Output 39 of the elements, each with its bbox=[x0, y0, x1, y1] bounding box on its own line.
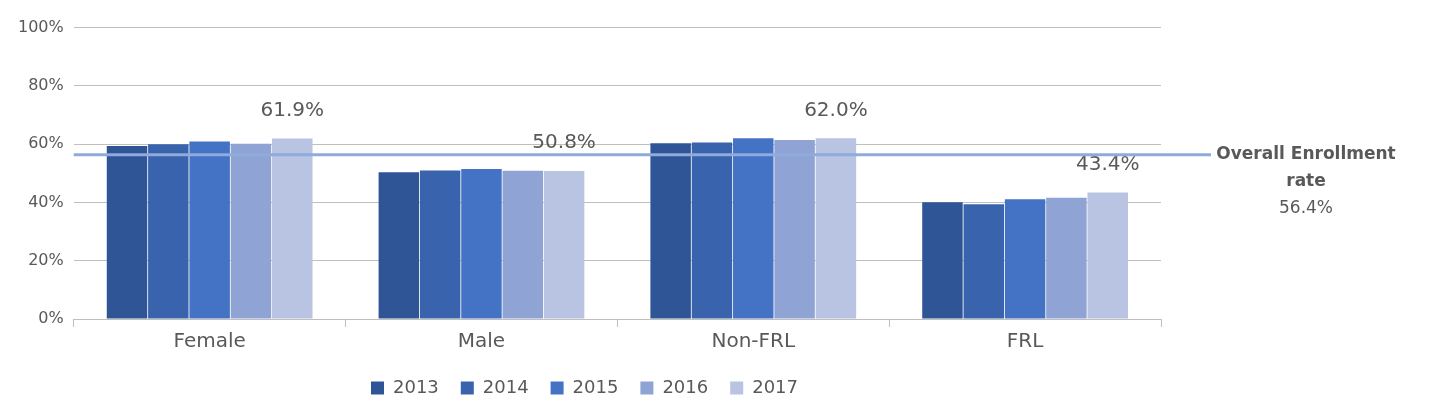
data-label: 50.8% bbox=[532, 129, 596, 154]
data-label: 61.9% bbox=[260, 96, 325, 121]
bar bbox=[963, 204, 1005, 319]
legend-label: 2017 bbox=[752, 375, 799, 397]
y-tick-label: 60% bbox=[28, 133, 64, 153]
bar bbox=[543, 170, 585, 319]
data-label: 43.4% bbox=[1075, 150, 1140, 175]
bar bbox=[650, 143, 691, 319]
bar bbox=[378, 172, 420, 319]
bar bbox=[1087, 192, 1128, 319]
bar bbox=[148, 144, 189, 319]
x-tick-label: Non-FRL bbox=[711, 328, 796, 353]
bar bbox=[922, 202, 963, 319]
legend-label: 2016 bbox=[662, 375, 709, 397]
legend-label: 2014 bbox=[482, 375, 529, 397]
ref-line-label: Overall Enrollment rate bbox=[1216, 143, 1396, 191]
y-tick-label: 20% bbox=[28, 249, 64, 269]
bar bbox=[1004, 199, 1046, 319]
bar bbox=[691, 142, 733, 319]
bar bbox=[106, 145, 148, 319]
y-tick-label: 80% bbox=[28, 75, 64, 95]
text: 56.4% bbox=[1278, 197, 1334, 218]
data-label: 62.0% bbox=[804, 96, 868, 121]
y-tick-label: 40% bbox=[28, 191, 64, 211]
legend-label: 2015 bbox=[572, 375, 619, 397]
bar bbox=[733, 138, 774, 319]
bar bbox=[502, 170, 544, 319]
bar bbox=[461, 168, 502, 319]
bar bbox=[272, 138, 313, 319]
y-tick-label: 0% bbox=[38, 308, 64, 328]
x-tick-label: Female bbox=[173, 328, 246, 353]
x-tick-label: FRL bbox=[1006, 328, 1045, 353]
bar bbox=[815, 138, 857, 319]
bar bbox=[419, 170, 461, 319]
legend-label: 2013 bbox=[392, 375, 439, 397]
x-tick-label: Male bbox=[457, 328, 506, 353]
bar bbox=[189, 141, 230, 319]
bar bbox=[1046, 197, 1087, 319]
y-tick-label: 100% bbox=[17, 16, 64, 36]
